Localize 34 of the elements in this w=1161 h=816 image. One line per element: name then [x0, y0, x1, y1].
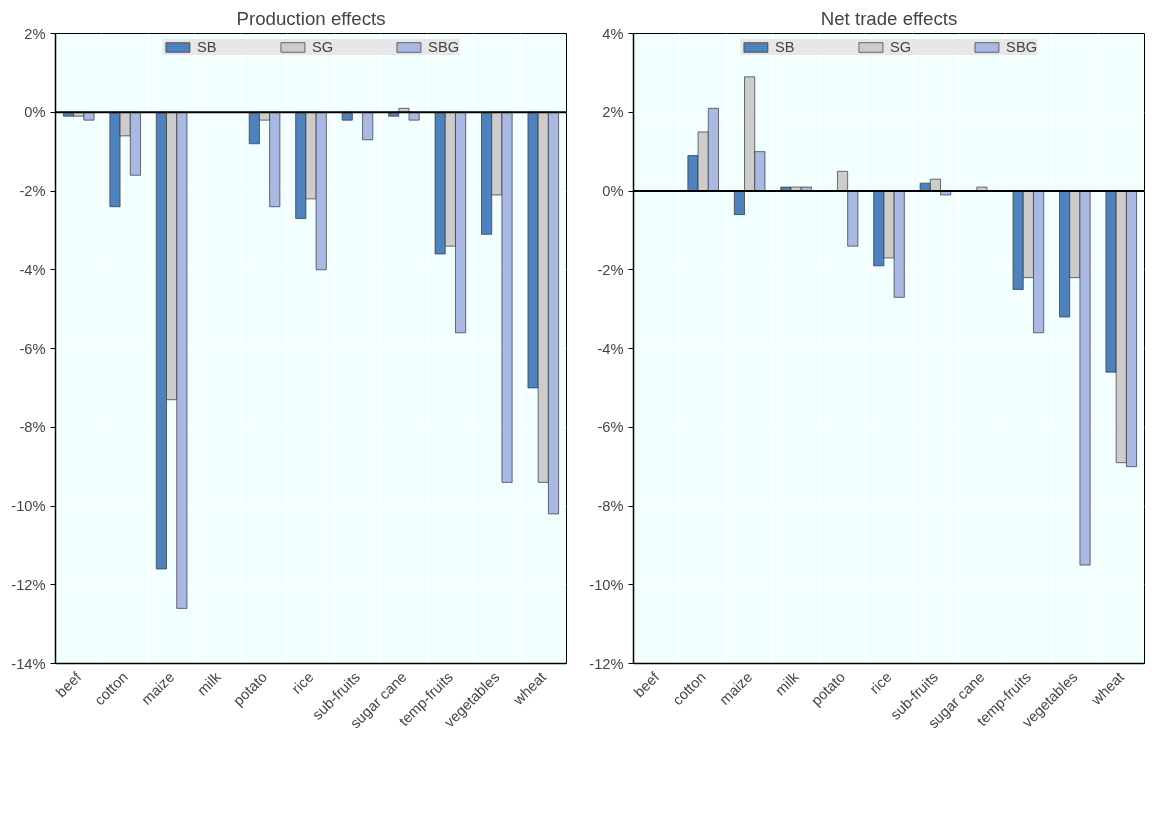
legend-label: SB: [196, 39, 217, 55]
legend-label: SG: [311, 39, 334, 55]
y-tick-label: 2%: [24, 25, 46, 42]
y-tick-label: 0%: [24, 104, 46, 121]
legend-label: SG: [889, 39, 912, 55]
x-tick-label: rice: [288, 668, 317, 697]
x-tick-label: milk: [772, 668, 803, 699]
chart-title: Net trade effects: [820, 7, 958, 29]
y-tick-label: 4%: [602, 25, 624, 42]
y-tick-label: -8%: [597, 498, 624, 514]
y-tick-label: -14%: [11, 655, 46, 672]
y-tick-label: -12%: [11, 576, 46, 593]
chart-title: Production effects: [236, 7, 386, 29]
y-tick-label: 2%: [602, 104, 624, 121]
y-tick-label: -4%: [597, 340, 624, 357]
bar: [837, 170, 849, 192]
bar: [733, 190, 745, 215]
y-tick-label: -2%: [597, 261, 624, 278]
legend-label: SBG: [1006, 39, 1038, 55]
legend-label: SBG: [428, 39, 460, 55]
y-tick-label: -6%: [597, 419, 624, 436]
y-tick-label: -4%: [19, 261, 46, 278]
y-tick-label: 0%: [602, 183, 624, 199]
legend-label: SB: [774, 39, 795, 55]
y-tick-label: -6%: [19, 340, 46, 357]
y-tick-label: -10%: [11, 498, 46, 514]
y-tick-label: -8%: [19, 419, 46, 436]
x-tick-label: milk: [194, 668, 225, 699]
bar: [976, 186, 988, 192]
bar: [847, 190, 859, 247]
y-tick-label: -12%: [589, 655, 624, 672]
y-tick-label: -10%: [589, 576, 624, 593]
x-tick-label: rice: [866, 668, 895, 697]
y-tick-label: -2%: [19, 183, 46, 199]
